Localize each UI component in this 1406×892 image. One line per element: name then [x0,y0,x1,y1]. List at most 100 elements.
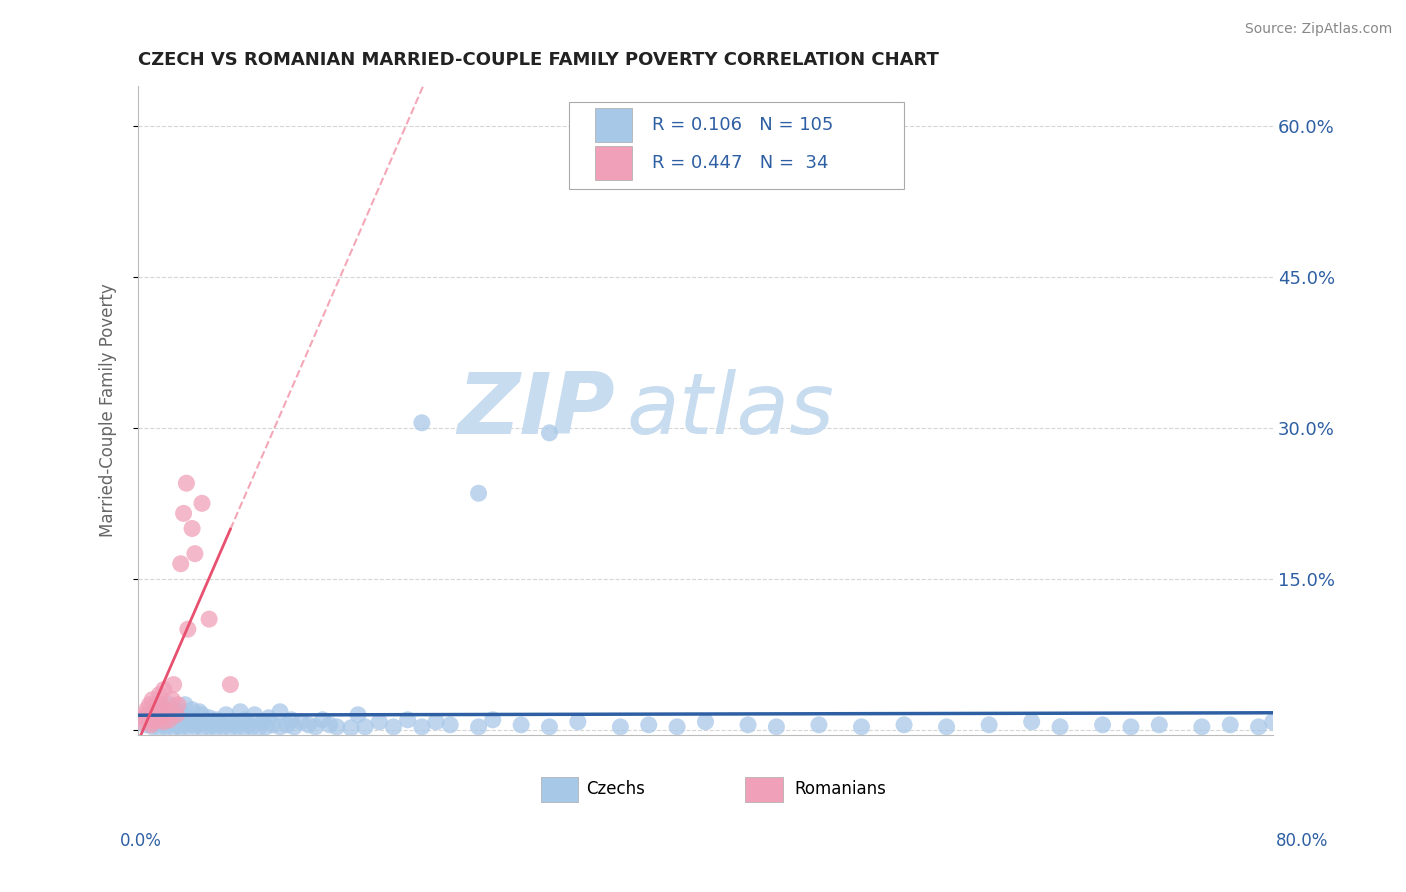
Point [135,703,157,717]
Point [219,721,242,735]
Point [170,557,193,571]
FancyBboxPatch shape [569,102,904,189]
Point [167,698,190,712]
Point [163,703,186,717]
Point [368,714,391,729]
Point [195,714,218,729]
Point [198,711,221,725]
Point [396,713,419,727]
Point [209,716,232,731]
Point [1219,718,1241,732]
Point [184,713,207,727]
Point [163,713,186,727]
Point [167,719,190,733]
Point [205,713,228,727]
Point [152,703,174,717]
Point [142,705,165,719]
Point [538,425,561,440]
Point [257,711,280,725]
Point [141,692,163,706]
Text: Source: ZipAtlas.com: Source: ZipAtlas.com [1244,22,1392,37]
Point [219,714,242,729]
Point [150,718,173,732]
Point [262,718,284,732]
Point [202,718,225,732]
Point [215,707,238,722]
Point [1021,714,1043,729]
Point [510,718,533,732]
Point [148,721,170,735]
Point [155,711,177,725]
Point [191,707,214,722]
Point [807,718,830,732]
FancyBboxPatch shape [595,146,631,179]
Point [173,507,195,521]
Point [318,718,340,732]
Y-axis label: Married-Couple Family Poverty: Married-Couple Family Poverty [100,284,117,537]
Text: Romanians: Romanians [794,780,886,798]
Point [174,698,197,712]
Point [347,707,370,722]
Point [145,707,167,722]
Point [411,720,433,734]
Point [254,720,277,734]
Point [382,720,405,734]
Point [1149,718,1171,732]
Point [411,416,433,430]
Point [609,720,631,734]
Point [134,718,156,732]
Point [155,705,177,719]
Point [152,682,174,697]
Point [160,692,183,706]
Text: ZIP: ZIP [457,368,614,451]
Point [177,711,200,725]
Point [157,716,180,731]
Point [143,713,166,727]
Point [1191,720,1213,734]
Point [354,720,377,734]
Point [311,713,333,727]
Point [176,476,198,491]
Point [167,707,190,722]
Text: R = 0.447   N =  34: R = 0.447 N = 34 [652,153,828,172]
Point [141,705,163,719]
Point [177,622,200,636]
Point [243,707,266,722]
Point [481,713,503,727]
Point [170,721,193,735]
Point [538,720,561,734]
Point [157,713,180,727]
Point [149,698,172,712]
Point [467,486,489,500]
Point [163,721,186,735]
Point [138,698,160,712]
Point [184,720,207,734]
Point [155,720,177,734]
Point [188,705,211,719]
Point [269,720,291,734]
Point [198,612,221,626]
Point [181,521,204,535]
Point [229,705,252,719]
Point [304,720,326,734]
Point [935,720,957,734]
Point [1247,720,1270,734]
Point [139,718,162,732]
Point [637,718,659,732]
Point [247,721,270,735]
Point [1119,720,1142,734]
Point [136,713,159,727]
Point [238,718,260,732]
Point [138,713,160,727]
Point [297,718,319,732]
Point [157,698,180,712]
Text: R = 0.106   N = 105: R = 0.106 N = 105 [652,116,834,134]
Point [148,688,170,702]
Point [1091,718,1114,732]
Point [695,714,717,729]
Point [737,718,759,732]
Point [240,720,263,734]
Point [191,496,214,510]
Point [283,720,305,734]
Point [132,711,155,725]
